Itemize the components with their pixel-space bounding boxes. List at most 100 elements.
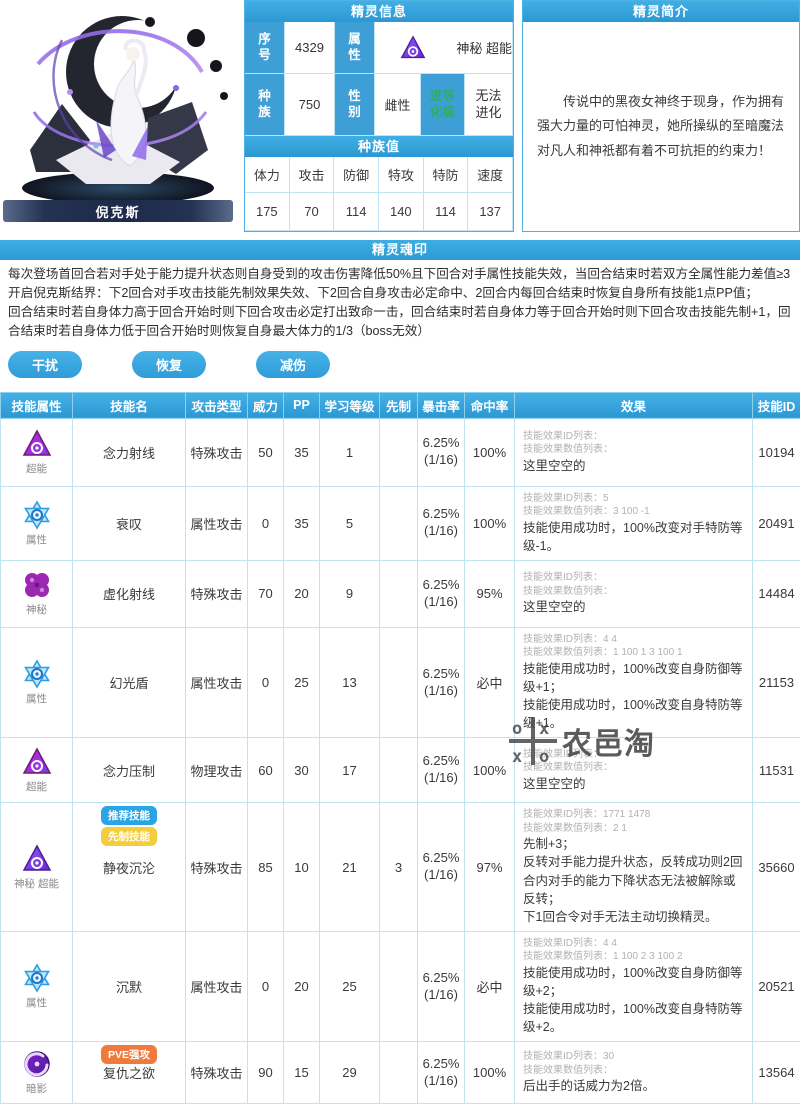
skill-attack-type: 特殊攻击 xyxy=(186,803,248,932)
skill-badge: PVE强攻 xyxy=(101,1045,157,1064)
skill-attack-type: 特殊攻击 xyxy=(186,418,248,486)
skill-attack-type: 属性攻击 xyxy=(186,931,248,1042)
skill-crit-rate: 6.25% (1/16) xyxy=(418,738,465,803)
soul-seal-title: 精灵魂印 xyxy=(0,240,800,260)
skill-attribute-cell: 暗影 xyxy=(1,1042,73,1104)
skill-hit-rate: 100% xyxy=(465,418,515,486)
skill-effect-cell: 技能效果ID列表：技能效果数值列表：这里空空的 xyxy=(515,418,753,486)
skill-name: 复仇之欲 xyxy=(103,1066,155,1081)
skill-priority xyxy=(380,931,418,1042)
effect-desc-line: 这里空空的 xyxy=(523,457,744,475)
character-name: 倪克斯 xyxy=(95,202,140,221)
header-attack-type: 攻击类型 xyxy=(186,392,248,418)
effect-desc-line: 这里空空的 xyxy=(523,598,744,616)
stat-value: 70 xyxy=(290,193,335,231)
skill-row: 属性 幻光盾 属性攻击 0 25 13 6.25% (1/16) 必中 技能效果… xyxy=(1,627,800,738)
effect-meta-line: 技能效果数值列表：1 100 1 3 100 1 xyxy=(523,646,744,660)
tag-recover[interactable]: 恢复 xyxy=(132,351,206,378)
skill-attribute-label: 神秘 超能 xyxy=(3,876,70,891)
skill-name: 静夜沉沦 xyxy=(103,861,155,876)
skill-power: 85 xyxy=(248,803,284,932)
skill-table: 技能属性 技能名 攻击类型 威力 PP 学习等级 先制 暴击率 命中率 效果 技… xyxy=(0,392,800,1104)
skill-row: 属性 衰叹 属性攻击 0 35 5 6.25% (1/16) 100% 技能效果… xyxy=(1,486,800,560)
skill-name-cell: 念力射线 xyxy=(73,418,186,486)
skill-name: 虚化射线 xyxy=(103,587,155,602)
skill-row: 暗影 PVE强攻 复仇之欲 特殊攻击 90 15 29 6.25% (1/16)… xyxy=(1,1042,800,1104)
skill-table-header-row: 技能属性 技能名 攻击类型 威力 PP 学习等级 先制 暴击率 命中率 效果 技… xyxy=(1,392,800,418)
skill-effect-cell: 技能效果ID列表：技能效果数值列表：这里空空的 xyxy=(515,738,753,803)
skill-attribute-cell: 属性 xyxy=(1,627,73,738)
skill-badges: 推荐技能先制技能 xyxy=(101,806,157,846)
effect-meta-line: 技能效果ID列表： xyxy=(523,748,744,762)
stat-value: 137 xyxy=(468,193,513,231)
race-label: 种 族 xyxy=(245,74,285,136)
stats-title: 种族值 xyxy=(245,136,513,157)
header-effect: 效果 xyxy=(515,392,753,418)
effect-meta-line: 技能效果ID列表：5 xyxy=(523,492,744,506)
skill-hit-rate: 100% xyxy=(465,738,515,803)
effect-meta-line: 技能效果数值列表： xyxy=(523,443,744,457)
stat-label: 特攻 xyxy=(379,157,424,193)
effect-meta-line: 技能效果数值列表： xyxy=(523,585,744,599)
shenmi-chaoneng-triangle-icon xyxy=(22,844,52,874)
skill-name-cell: 念力压制 xyxy=(73,738,186,803)
shuxing-hexagram-icon xyxy=(22,500,52,530)
skill-id: 35660 xyxy=(753,803,800,932)
shenmi-clover-icon xyxy=(22,570,52,600)
effect-desc-line: 技能使用成功时，100%改变自身防御等级+1； xyxy=(523,660,744,696)
skill-id: 11531 xyxy=(753,738,800,803)
skill-attribute-cell: 属性 xyxy=(1,931,73,1042)
skill-crit-rate: 6.25% (1/16) xyxy=(418,1042,465,1104)
skill-attribute-label: 属性 xyxy=(3,532,70,547)
effect-desc-line: 技能使用成功时，100%改变自身特防等级+2。 xyxy=(523,1000,744,1036)
skill-crit-rate: 6.25% (1/16) xyxy=(418,803,465,932)
skill-power: 70 xyxy=(248,560,284,627)
effect-desc-line: 技能使用成功时，100%改变自身防御等级+2； xyxy=(523,964,744,1000)
skill-power: 60 xyxy=(248,738,284,803)
stat-label: 速度 xyxy=(468,157,513,193)
skill-name-cell: 沉默 xyxy=(73,931,186,1042)
effect-meta-line: 技能效果ID列表：30 xyxy=(523,1050,744,1064)
top-section: 倪克斯 精灵信息 序 号 4329 属 性 神秘 超能 种 族 750 性 别 … xyxy=(0,0,800,232)
skill-badge: 推荐技能 xyxy=(101,806,157,825)
character-artwork xyxy=(0,0,236,232)
skill-attribute-label: 暗影 xyxy=(3,1081,70,1096)
skill-name: 衰叹 xyxy=(116,517,142,532)
soul-seal-paragraph: 回合结束时若自身体力高于回合开始时则下回合攻击必定打出致命一击，回合结束时若自身… xyxy=(8,303,792,341)
tag-damage-reduction[interactable]: 减伤 xyxy=(256,351,330,378)
skill-attribute-cell: 超能 xyxy=(1,738,73,803)
soul-seal-paragraph: 每次登场首回合若对手处于能力提升状态则自身受到的攻击伤害降低50%且下回合对手属… xyxy=(8,265,792,303)
skill-learn-level: 25 xyxy=(320,931,380,1042)
skill-attack-type: 属性攻击 xyxy=(186,627,248,738)
effect-meta-line: 技能效果数值列表：1 100 2 3 100 2 xyxy=(523,950,744,964)
skill-name-cell: 推荐技能先制技能 静夜沉沦 xyxy=(73,803,186,932)
skill-effect-cell: 技能效果ID列表：技能效果数值列表：这里空空的 xyxy=(515,560,753,627)
skill-id: 20491 xyxy=(753,486,800,560)
no-value: 4329 xyxy=(285,22,335,74)
skill-id: 14484 xyxy=(753,560,800,627)
stat-label: 体力 xyxy=(245,157,290,193)
header-priority: 先制 xyxy=(380,392,418,418)
stat-label: 防御 xyxy=(334,157,379,193)
effect-desc-line: 反转对手能力提升状态，反转成功则2回合内对手的能力下降状态无法被解除或反转； xyxy=(523,853,744,907)
skill-learn-level: 5 xyxy=(320,486,380,560)
header-power: 威力 xyxy=(248,392,284,418)
skill-priority xyxy=(380,627,418,738)
effect-meta-line: 技能效果ID列表：4 4 xyxy=(523,633,744,647)
skill-name-cell: 幻光盾 xyxy=(73,627,186,738)
skill-priority xyxy=(380,738,418,803)
race-value: 750 xyxy=(285,74,335,136)
effect-desc-line: 技能使用成功时，100%改变对手特防等级-1。 xyxy=(523,519,744,555)
effect-desc-line: 下1回合令对手无法主动切换精灵。 xyxy=(523,908,744,926)
skill-attribute-cell: 超能 xyxy=(1,418,73,486)
effect-desc-line: 这里空空的 xyxy=(523,775,744,793)
tag-interfere[interactable]: 干扰 xyxy=(8,351,82,378)
skill-pp: 20 xyxy=(284,560,320,627)
skill-learn-level: 29 xyxy=(320,1042,380,1104)
evolution-level-value: 无法 进化 xyxy=(465,74,513,136)
shuxing-hexagram-icon xyxy=(22,963,52,993)
character-name-plate: 倪克斯 xyxy=(3,200,233,222)
profile-text: 传说中的黑夜女神终于现身，作为拥有强大力量的可怕神灵，她所操纵的至暗魔法对凡人和… xyxy=(537,90,785,162)
